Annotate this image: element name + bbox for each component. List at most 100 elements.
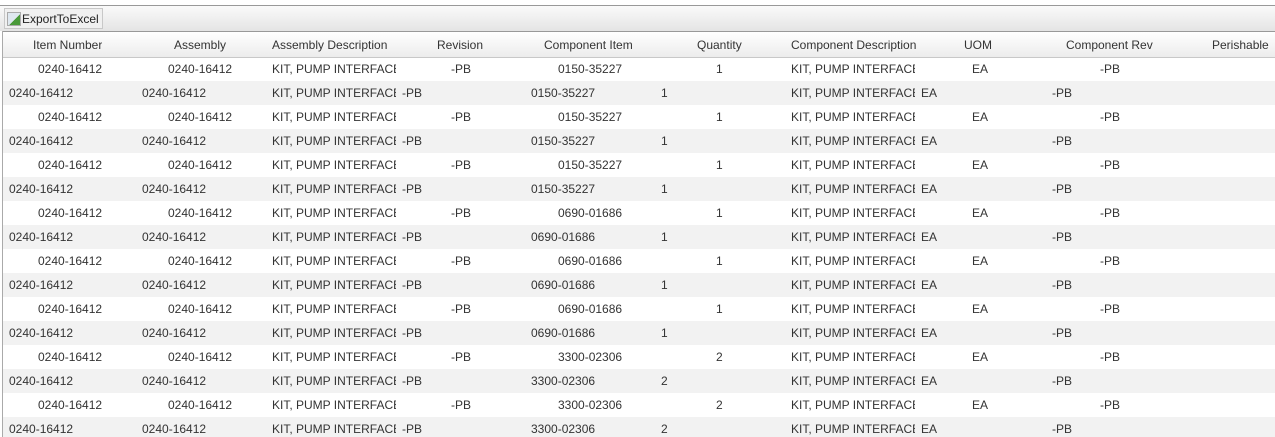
column-header-component-description[interactable]: Component Description: [791, 38, 916, 52]
column-header-revision[interactable]: Revision: [437, 38, 484, 52]
cell-assembly: 0240-16412: [142, 278, 207, 292]
table-row[interactable]: 0240-16412 0240-16412 KIT, PUMP INTERFACE …: [3, 201, 1275, 225]
cell-component-rev: -PB: [1052, 374, 1073, 388]
cell-assembly-description: KIT, PUMP INTERFACE ASSEMBLY: [272, 230, 396, 244]
cell-assembly: 0240-16412: [142, 422, 207, 436]
cell-component-description: KIT, PUMP INTERFACE ASSEMBLY: [791, 230, 915, 244]
cell-uom: EA: [921, 278, 938, 292]
cell-component-item: 0690-01686: [558, 206, 623, 220]
cell-component-description: KIT, PUMP INTERFACE ASSEMBLY: [791, 422, 915, 436]
cell-item-number: 0240-16412: [38, 206, 103, 220]
cell-component-rev: -PB: [1100, 110, 1121, 124]
cell-component-item: 0690-01686: [558, 302, 623, 316]
column-header-item-number[interactable]: Item Number: [33, 38, 103, 52]
cell-revision: -PB: [402, 278, 423, 292]
table-row[interactable]: 0240-16412 0240-16412 KIT, PUMP INTERFACE …: [3, 417, 1275, 437]
cell-component-description: KIT, PUMP INTERFACE ASSEMBLY: [791, 158, 915, 172]
cell-assembly: 0240-16412: [168, 206, 233, 220]
cell-assembly-description: KIT, PUMP INTERFACE ASSEMBLY: [272, 110, 396, 124]
table-row[interactable]: 0240-16412 0240-16412 KIT, PUMP INTERFACE …: [3, 225, 1275, 249]
cell-component-description: KIT, PUMP INTERFACE ASSEMBLY: [791, 302, 915, 316]
cell-quantity: 1: [661, 326, 668, 340]
cell-component-description: KIT, PUMP INTERFACE ASSEMBLY: [791, 134, 915, 148]
table-row[interactable]: 0240-16412 0240-16412 KIT, PUMP INTERFACE …: [3, 273, 1275, 297]
table-row[interactable]: 0240-16412 0240-16412 KIT, PUMP INTERFACE …: [3, 81, 1275, 105]
cell-revision: -PB: [451, 302, 472, 316]
cell-component-rev: -PB: [1052, 422, 1073, 436]
cell-quantity: 1: [716, 206, 723, 220]
cell-revision: -PB: [451, 158, 472, 172]
cell-assembly-description: KIT, PUMP INTERFACE ASSEMBLY: [272, 398, 396, 412]
cell-component-description: KIT, PUMP INTERFACE ASSEMBLY: [791, 398, 915, 412]
cell-revision: -PB: [402, 134, 423, 148]
table-row[interactable]: 0240-16412 0240-16412 KIT, PUMP INTERFACE …: [3, 345, 1275, 369]
table-row[interactable]: 0240-16412 0240-16412 KIT, PUMP INTERFACE …: [3, 321, 1275, 345]
cell-quantity: 1: [716, 110, 723, 124]
cell-revision: -PB: [451, 254, 472, 268]
cell-revision: -PB: [402, 182, 423, 196]
cell-assembly-description: KIT, PUMP INTERFACE ASSEMBLY: [272, 302, 396, 316]
cell-assembly: 0240-16412: [168, 62, 233, 76]
cell-assembly: 0240-16412: [142, 230, 207, 244]
table-row[interactable]: 0240-16412 0240-16412 KIT, PUMP INTERFACE …: [3, 105, 1275, 129]
column-header-quantity[interactable]: Quantity: [697, 38, 742, 52]
cell-quantity: 1: [661, 134, 668, 148]
cell-item-number: 0240-16412: [9, 278, 74, 292]
cell-revision: -PB: [451, 206, 472, 220]
cell-uom: EA: [972, 302, 989, 316]
cell-component-description: KIT, PUMP INTERFACE ASSEMBLY: [791, 374, 915, 388]
cell-uom: EA: [972, 254, 989, 268]
cell-component-rev: -PB: [1100, 62, 1121, 76]
cell-assembly-description: KIT, PUMP INTERFACE ASSEMBLY: [272, 374, 396, 388]
data-grid: Item Number Assembly Assembly Description R…: [2, 31, 1275, 437]
column-header-uom[interactable]: UOM: [964, 38, 992, 52]
column-header-component-item[interactable]: Component Item: [544, 38, 633, 52]
cell-uom: EA: [972, 350, 989, 364]
column-header-assembly[interactable]: Assembly: [174, 38, 227, 52]
cell-assembly-description: KIT, PUMP INTERFACE ASSEMBLY: [272, 422, 396, 436]
cell-item-number: 0240-16412: [38, 158, 103, 172]
cell-assembly-description: KIT, PUMP INTERFACE ASSEMBLY: [272, 326, 396, 340]
table-row[interactable]: 0240-16412 0240-16412 KIT, PUMP INTERFACE …: [3, 369, 1275, 393]
cell-quantity: 2: [661, 422, 668, 436]
cell-component-description: KIT, PUMP INTERFACE ASSEMBLY: [791, 254, 915, 268]
cell-component-description: KIT, PUMP INTERFACE ASSEMBLY: [791, 326, 915, 340]
cell-assembly-description: KIT, PUMP INTERFACE ASSEMBLY: [272, 134, 396, 148]
table-row[interactable]: 0240-16412 0240-16412 KIT, PUMP INTERFACE …: [3, 153, 1275, 177]
table-row[interactable]: 0240-16412 0240-16412 KIT, PUMP INTERFACE …: [3, 393, 1275, 417]
column-header-assembly-description[interactable]: Assembly Description: [272, 38, 388, 52]
table-row[interactable]: 0240-16412 0240-16412 KIT, PUMP INTERFACE …: [3, 297, 1275, 321]
cell-item-number: 0240-16412: [9, 134, 74, 148]
cell-component-description: KIT, PUMP INTERFACE ASSEMBLY: [791, 110, 915, 124]
table-row[interactable]: 0240-16412 0240-16412 KIT, PUMP INTERFACE …: [3, 177, 1275, 201]
table-row[interactable]: 0240-16412 0240-16412 KIT, PUMP INTERFACE …: [3, 129, 1275, 153]
cell-quantity: 2: [716, 350, 723, 364]
table-row[interactable]: 0240-16412 0240-16412 KIT, PUMP INTERFACE …: [3, 57, 1275, 81]
cell-revision: -PB: [402, 422, 423, 436]
cell-assembly: 0240-16412: [142, 134, 207, 148]
cell-item-number: 0240-16412: [9, 230, 74, 244]
cell-quantity: 1: [716, 62, 723, 76]
export-to-excel-button[interactable]: ExportToExcel: [4, 8, 103, 29]
cell-revision: -PB: [402, 326, 423, 340]
cell-component-description: KIT, PUMP INTERFACE ASSEMBLY: [791, 86, 915, 100]
column-header-perishable[interactable]: Perishable: [1212, 38, 1269, 52]
cell-component-item: 3300-02306: [531, 374, 596, 388]
cell-component-item: 0690-01686: [531, 326, 596, 340]
cell-component-item: 0150-35227: [558, 62, 623, 76]
column-header-component-rev[interactable]: Component Rev: [1066, 38, 1153, 52]
cell-component-item: 0690-01686: [531, 278, 596, 292]
export-label: ExportToExcel: [22, 11, 99, 26]
cell-component-rev: -PB: [1100, 302, 1121, 316]
cell-component-description: KIT, PUMP INTERFACE ASSEMBLY: [791, 182, 915, 196]
cell-item-number: 0240-16412: [38, 254, 103, 268]
cell-uom: EA: [972, 158, 989, 172]
table-row[interactable]: 0240-16412 0240-16412 KIT, PUMP INTERFACE …: [3, 249, 1275, 273]
cell-assembly-description: KIT, PUMP INTERFACE ASSEMBLY: [272, 254, 396, 268]
cell-item-number: 0240-16412: [9, 182, 74, 196]
cell-item-number: 0240-16412: [38, 398, 103, 412]
cell-uom: EA: [921, 326, 938, 340]
cell-component-rev: -PB: [1052, 278, 1073, 292]
cell-assembly: 0240-16412: [168, 110, 233, 124]
cell-quantity: 1: [716, 254, 723, 268]
